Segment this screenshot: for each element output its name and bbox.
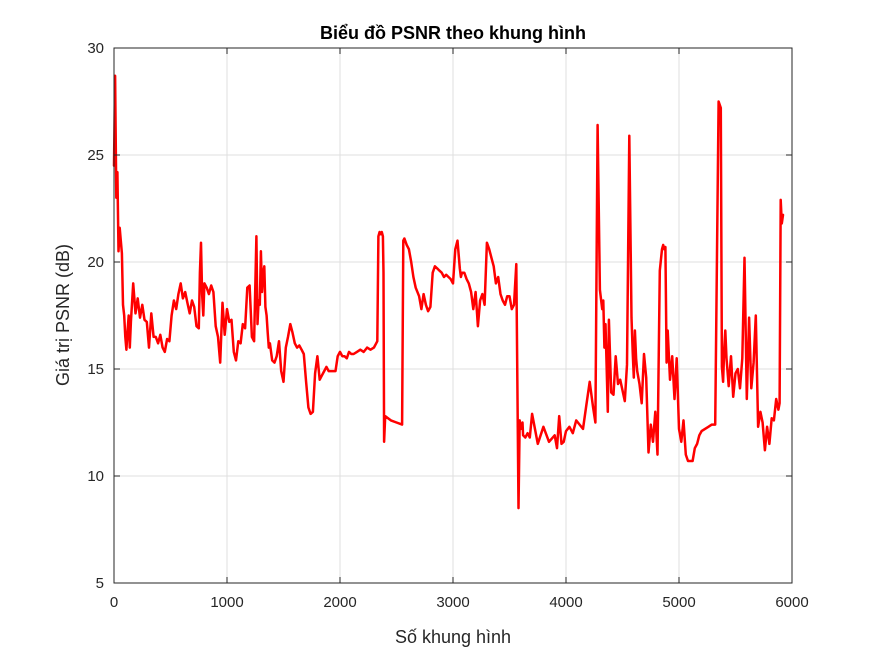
x-tick-label: 1000 [210, 594, 243, 611]
y-tick-label: 25 [87, 147, 104, 164]
y-tick-label: 20 [87, 254, 104, 271]
x-tick-label: 4000 [549, 594, 582, 611]
psnr-series-line [112, 74, 785, 510]
x-tick-label: 6000 [775, 594, 808, 611]
x-axis-ticks: 0 1000 2000 3000 4000 5000 6000 [110, 48, 809, 611]
y-axis-ticks: 5 10 15 20 25 30 [87, 40, 792, 592]
grid-lines [114, 48, 792, 583]
y-tick-label: 10 [87, 468, 104, 485]
y-tick-label: 15 [87, 361, 104, 378]
x-tick-label: 2000 [323, 594, 356, 611]
x-tick-label: 0 [110, 594, 118, 611]
y-tick-label: 5 [96, 575, 104, 592]
series-layer [112, 74, 785, 510]
x-tick-label: 5000 [662, 594, 695, 611]
y-axis-title: Giá trị PSNR (dB) [53, 244, 73, 386]
x-axis-title: Số khung hình [395, 627, 511, 647]
y-tick-label: 30 [87, 40, 104, 57]
chart-title: Biểu đồ PSNR theo khung hình [320, 23, 586, 43]
x-tick-label: 3000 [436, 594, 469, 611]
